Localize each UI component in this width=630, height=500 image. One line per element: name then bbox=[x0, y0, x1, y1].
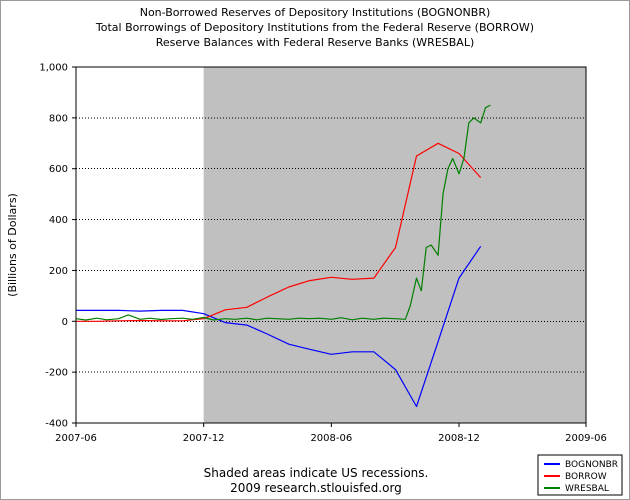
y-axis-label: (Billions of Dollars) bbox=[6, 193, 19, 297]
title-line: Reserve Balances with Federal Reserve Ba… bbox=[156, 36, 475, 49]
x-tick-label: 2008-12 bbox=[438, 433, 480, 444]
y-tick-label: 1,000 bbox=[39, 63, 68, 74]
legend-label: BORROW bbox=[565, 472, 607, 482]
x-tick-label: 2009-06 bbox=[565, 433, 607, 444]
series-layer bbox=[75, 104, 491, 408]
legend-label: BOGNONBR bbox=[565, 460, 618, 470]
x-axis: 2007-06 2007-12 2008-06 2008-12 2009-06 bbox=[55, 423, 607, 444]
recession-shading bbox=[203, 67, 586, 423]
y-tick-label: 600 bbox=[49, 164, 68, 175]
legend: BOGNONBR BORROW WRESBAL bbox=[537, 454, 623, 496]
title-line: Non-Borrowed Reserves of Depository Inst… bbox=[140, 6, 491, 19]
y-tick-label: 800 bbox=[49, 113, 68, 124]
footer-notes: Shaded areas indicate US recessions. 200… bbox=[204, 466, 429, 495]
y-tick-label: 200 bbox=[49, 266, 68, 277]
y-tick-label: 400 bbox=[49, 215, 68, 226]
y-tick-label: -400 bbox=[45, 419, 68, 430]
series-line-wresbal bbox=[75, 104, 491, 321]
source-note: 2009 research.stlouisfed.org bbox=[230, 481, 402, 495]
x-tick-label: 2007-12 bbox=[183, 433, 225, 444]
legend-label: WRESBAL bbox=[565, 484, 609, 494]
title-line: Total Borrowings of Depository Instituti… bbox=[95, 21, 534, 34]
recession-note: Shaded areas indicate US recessions. bbox=[204, 466, 429, 480]
series-line-bognonbr bbox=[76, 245, 482, 408]
y-tick-label: -200 bbox=[45, 368, 68, 379]
series-line-borrow bbox=[76, 142, 482, 322]
y-tick-label: 0 bbox=[62, 317, 68, 328]
x-tick-label: 2008-06 bbox=[310, 433, 352, 444]
y-axis: -400 -200 0 200 400 600 800 1,000 bbox=[39, 63, 76, 430]
x-tick-label: 2007-06 bbox=[55, 433, 97, 444]
chart-titles: Non-Borrowed Reserves of Depository Inst… bbox=[95, 6, 534, 49]
